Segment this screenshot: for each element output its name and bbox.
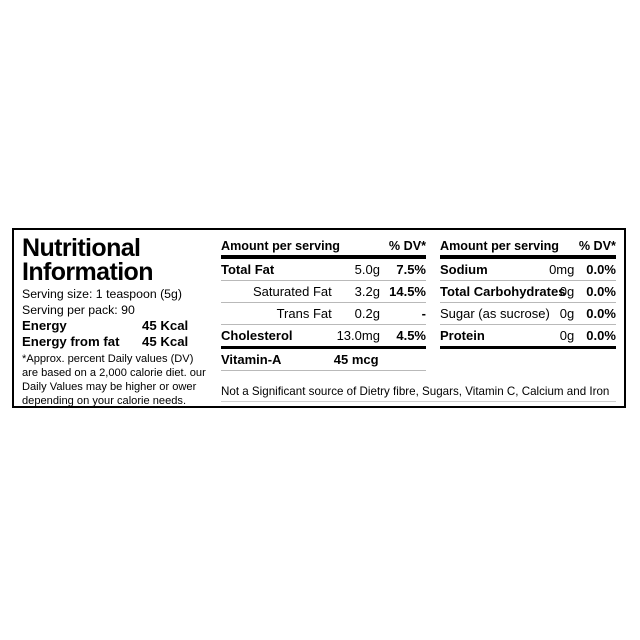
energy-label: Energy [22, 318, 67, 334]
serving-size-text: Serving size: 1 teaspoon (5g) [22, 287, 182, 301]
table-row: Trans Fat 0.2g - [221, 303, 426, 325]
vitamin-name: Vitamin-A [221, 352, 282, 367]
page-title-line-1: Nutritional [22, 234, 141, 262]
column-header-amount-per-serving: Amount per serving [221, 236, 383, 256]
rule-thick [221, 345, 426, 349]
rule-thin [221, 302, 426, 303]
nutrient-amount: 13.0mg [336, 328, 380, 343]
nutrient-amount: 5.0g [354, 262, 380, 277]
nutrient-name: Sugar (as sucrose) [440, 306, 550, 321]
column-header-percent-dv: % DV* [577, 236, 616, 256]
rule-thin [440, 324, 616, 325]
nutrient-dv: 0.0% [586, 306, 616, 321]
rule-thick [440, 254, 616, 259]
nutrient-dv: 0.0% [586, 284, 616, 299]
rule-thin [440, 280, 616, 281]
nutrient-name: Total Fat [221, 262, 275, 277]
rule-thick [440, 345, 616, 349]
energy-from-fat-row: Energy from fat 45 Kcal [22, 334, 212, 350]
table-row: Sodium 0mg 0.0% [440, 258, 616, 281]
table-header-row: Amount per serving % DV* [221, 236, 426, 256]
table-header-row: Amount per serving % DV* [440, 236, 616, 256]
nutrient-name: Cholesterol [221, 328, 293, 343]
not-significant-source-disclaimer: Not a Significant source of Dietry fibre… [221, 385, 616, 402]
daily-value-footnote: *Approx. percent Daily values (DV) are b… [22, 353, 206, 407]
serving-per-pack-text: Serving per pack: 90 [22, 302, 135, 317]
label-summary-panel: Nutritional Information Serving size: 1 … [22, 234, 218, 407]
table-row: Total Carbohydrates 0g 0.0% [440, 281, 616, 303]
nutrient-tables-panel: Amount per serving % DV* Total Fat 5.0g … [218, 236, 616, 402]
nutrient-name: Total Carbohydrates [440, 284, 566, 299]
column-header-percent-dv: % DV* [382, 236, 426, 256]
nutrient-dv: 0.0% [586, 262, 616, 277]
nutrient-amount: 0g [559, 328, 575, 343]
nutrient-dv: 4.5% [396, 328, 426, 343]
energy-row: Energy 45 Kcal [22, 318, 212, 334]
table-row: Sugar (as sucrose) 0g 0.0% [440, 303, 616, 325]
nutrient-name: Protein [440, 328, 485, 343]
nutrition-label-panel: Nutritional Information Serving size: 1 … [12, 228, 626, 408]
page-title-line-2: Information [22, 258, 153, 286]
nutrient-amount: 0g [559, 284, 575, 299]
disclaimer-wrapper: Not a Significant source of Dietry fibre… [221, 383, 616, 402]
rule-thin [221, 280, 426, 281]
nutrient-tables-columns: Amount per serving % DV* Total Fat 5.0g … [221, 236, 616, 371]
table-row: Saturated Fat 3.2g 14.5% [221, 281, 426, 303]
page-title: Nutritional Information [22, 234, 212, 286]
rule-thin [440, 302, 616, 303]
nutrient-amount: 0mg [549, 262, 575, 277]
nutrient-dv: 0.0% [586, 328, 616, 343]
nutrient-dv: 14.5% [389, 284, 426, 299]
nutrient-table-right: Amount per serving % DV* Sodium 0mg 0.0%… [434, 236, 616, 371]
nutrient-table-left: Amount per serving % DV* Total Fat 5.0g … [221, 236, 434, 371]
nutrient-amount: 3.2g [354, 284, 380, 299]
nutrient-amount: 0.2g [354, 306, 380, 321]
table-row: Protein 0g 0.0% [440, 325, 616, 347]
nutrient-dv: - [421, 306, 426, 321]
energy-from-fat-value: 45 Kcal [142, 334, 189, 350]
energy-value: 45 Kcal [142, 318, 189, 334]
vitamin-amount: 45 mcg [333, 352, 379, 367]
rule-thin [221, 370, 426, 371]
energy-from-fat-label: Energy from fat [22, 334, 120, 350]
rule-thick [221, 254, 426, 259]
nutrient-dv: 7.5% [396, 262, 426, 277]
table-row: Total Fat 5.0g 7.5% [221, 258, 426, 281]
rule-thin [221, 324, 426, 325]
nutrient-name: Trans Fat [276, 306, 332, 321]
nutrient-name: Sodium [440, 262, 488, 277]
nutrient-amount: 0g [559, 306, 575, 321]
vitamin-row: Vitamin-A 45 mcg [221, 348, 426, 371]
table-row: Cholesterol 13.0mg 4.5% [221, 325, 426, 347]
nutrient-name: Saturated Fat [252, 284, 332, 299]
column-header-amount-per-serving: Amount per serving [440, 236, 578, 256]
